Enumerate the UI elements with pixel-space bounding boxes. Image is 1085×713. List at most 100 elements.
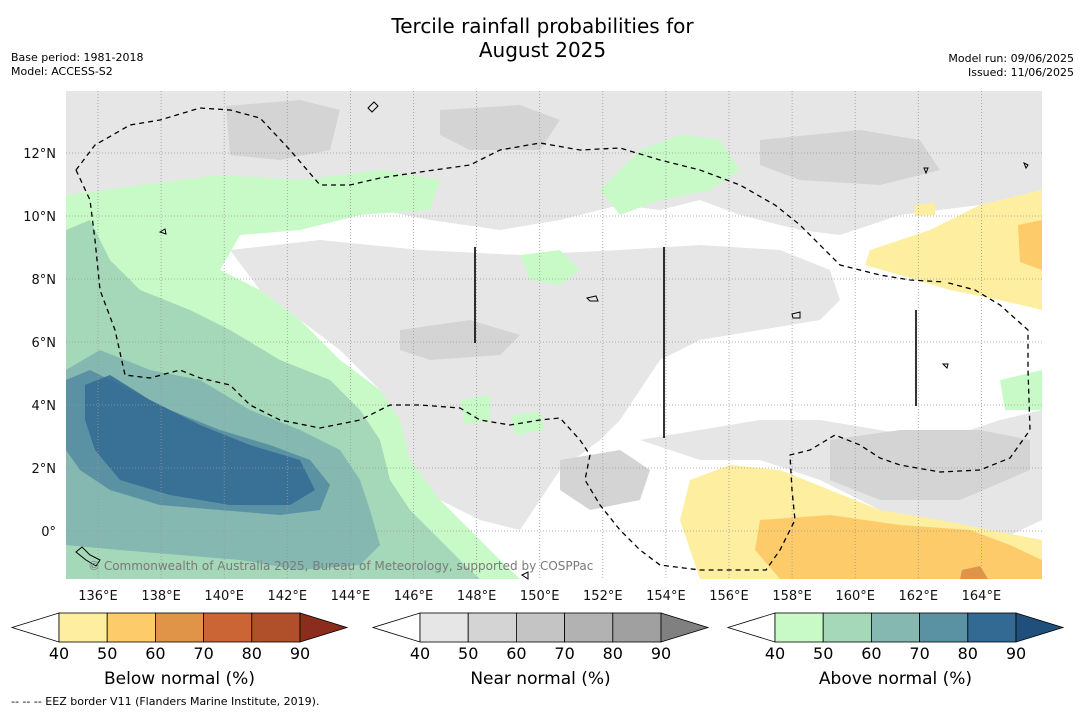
islands	[75, 101, 1029, 580]
lon-label: 152°E	[583, 589, 623, 604]
colorbar-tick-label: 40	[765, 644, 785, 663]
colorbar-tick-label: 70	[193, 644, 213, 663]
colorbar-tick-label: 70	[909, 644, 929, 663]
colorbar-segment	[822, 612, 872, 643]
colorbar-segment	[516, 612, 566, 643]
colorbar-tick-label: 80	[242, 644, 262, 663]
colorbar-extend-max	[299, 612, 349, 643]
colorbar-segment	[154, 612, 204, 643]
above-normal-region	[460, 395, 490, 425]
lat-label: 0°	[41, 525, 56, 540]
below-normal-region	[960, 566, 988, 579]
below-normal-region	[755, 515, 1042, 579]
map-field	[66, 91, 1042, 579]
lat-label: 6°N	[32, 336, 57, 351]
above-normal-region	[85, 375, 315, 505]
latitude-labels: 12°N 10°N 8°N 6°N 4°N 2°N 0°	[23, 147, 56, 540]
near-normal-region	[230, 240, 840, 530]
colorbar-tick-label: 90	[1006, 644, 1026, 663]
colorbar-segment	[58, 612, 108, 643]
lon-label: 158°E	[772, 589, 812, 604]
lon-label: 142°E	[268, 589, 308, 604]
above-normal-region	[520, 250, 580, 285]
lon-label: 150°E	[520, 589, 560, 604]
island	[1023, 161, 1029, 170]
map-title: Tercile rainfall probabilities for Augus…	[0, 14, 1085, 62]
colorbar-extend-min	[10, 612, 60, 643]
island	[367, 101, 379, 113]
below-normal-region	[1018, 220, 1042, 270]
colorbar-segment	[871, 612, 921, 643]
colorbar-tick-label: 90	[651, 644, 671, 663]
colorbar-title: Above normal (%)	[819, 669, 972, 689]
model-run: Model run: 09/06/2025	[948, 52, 1074, 65]
lon-label: 136°E	[78, 589, 118, 604]
colorbar-tick-label: 80	[603, 644, 623, 663]
eez-solid-segments	[474, 247, 917, 438]
near-normal-region	[760, 130, 940, 185]
eez-border-palau-fsm	[75, 107, 946, 283]
colorbar: 40 50 60 70 80 90 Near normal (%)	[371, 612, 710, 689]
lon-label: 138°E	[141, 589, 181, 604]
colorbar-tick-label: 40	[410, 644, 430, 663]
island	[586, 295, 599, 302]
colorbar-segment	[612, 612, 662, 643]
near-normal-region	[830, 430, 1030, 500]
island	[521, 571, 529, 580]
colorbar-extend-max	[1015, 612, 1065, 643]
lon-label: 154°E	[646, 589, 686, 604]
lon-label: 164°E	[962, 589, 1002, 604]
island	[791, 311, 801, 319]
eez-footnote: -- -- -- EEZ border V11 (Flanders Marine…	[11, 695, 320, 708]
base-period: Base period: 1981-2018	[11, 51, 144, 64]
colorbar-extend-min	[726, 612, 776, 643]
lon-label: 146°E	[394, 589, 434, 604]
above-normal-region	[510, 412, 545, 435]
near-normal-region	[226, 100, 340, 160]
near-normal-region	[400, 320, 520, 360]
lon-label: 144°E	[331, 589, 371, 604]
island	[75, 546, 101, 567]
meta-left: Base period: 1981-2018 Model: ACCESS-S2	[11, 51, 143, 79]
below-normal-region	[865, 190, 1042, 310]
colorbar-segment	[251, 612, 301, 643]
colorbar-tick-label: 80	[958, 644, 978, 663]
island	[941, 363, 949, 369]
lon-label: 160°E	[835, 589, 875, 604]
colorbar: 40 50 60 70 80 90 Below normal (%)	[10, 612, 349, 689]
lat-label: 2°N	[32, 462, 57, 477]
lon-label: 148°E	[457, 589, 497, 604]
colorbar-segment	[967, 612, 1017, 643]
colorbar-extend-min	[371, 612, 421, 643]
graticule	[66, 91, 1042, 579]
colorbar-segment	[203, 612, 253, 643]
longitude-labels: 136°E 138°E 140°E 142°E 144°E 146°E 148°E 150°E…	[78, 589, 1001, 604]
colorbar-tick-label: 40	[49, 644, 69, 663]
colorbar-segment	[564, 612, 614, 643]
colorbar-segment	[774, 612, 824, 643]
colorbar-tick-label: 60	[145, 644, 165, 663]
above-normal-region	[600, 135, 740, 215]
copyright-text: © Commonwealth of Australia 2025, Bureau…	[88, 559, 593, 573]
colorbar-segment	[106, 612, 156, 643]
model-name: Model: ACCESS-S2	[11, 65, 113, 78]
colorbar-tick-label: 50	[458, 644, 478, 663]
above-normal-region	[1000, 370, 1042, 410]
colorbar-segment	[919, 612, 969, 643]
colorbar-tick-label: 70	[554, 644, 574, 663]
eez-borders	[75, 107, 1031, 571]
colorbar-title: Below normal (%)	[104, 669, 255, 689]
colorbar-tick-label: 90	[290, 644, 310, 663]
lon-label: 162°E	[899, 589, 939, 604]
lon-label: 156°E	[709, 589, 749, 604]
lon-label: 140°E	[204, 589, 244, 604]
island	[923, 167, 929, 175]
near-normal-region	[440, 105, 560, 150]
lat-label: 4°N	[32, 399, 57, 414]
colorbar-tick-label: 50	[97, 644, 117, 663]
lat-label: 12°N	[23, 147, 56, 162]
colorbar: 40 50 60 70 80 90 Above normal (%)	[726, 612, 1065, 689]
title-line1: Tercile rainfall probabilities for	[391, 14, 694, 38]
lat-label: 8°N	[32, 273, 57, 288]
